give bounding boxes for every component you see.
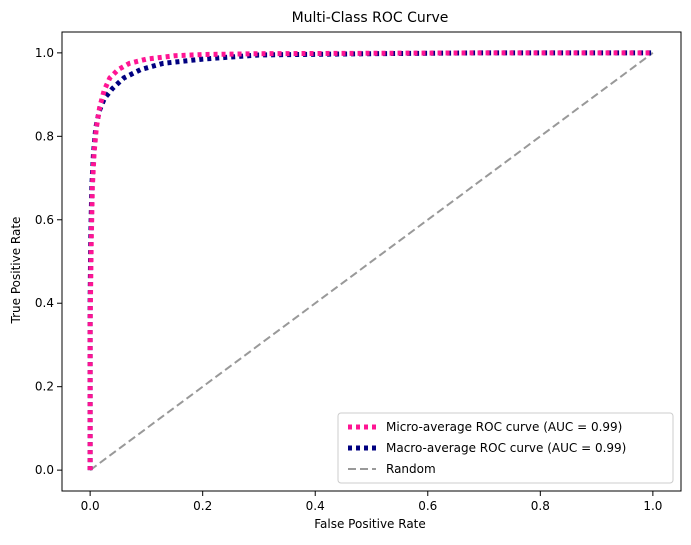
axis-ticks: 0.0 0.2 0.4 0.6 0.8 1.0 0.0 0.2 0.4 0.6 0.8 1.0 bbox=[35, 46, 663, 513]
y-tick-label: 0.6 bbox=[35, 213, 54, 227]
x-tick-label: 0.4 bbox=[306, 499, 325, 513]
x-tick-label: 1.0 bbox=[643, 499, 662, 513]
y-axis-label: True Positive Rate bbox=[9, 217, 23, 325]
plot-area bbox=[87, 50, 654, 471]
legend-label: Random bbox=[386, 462, 436, 476]
y-tick-label: 0.2 bbox=[35, 380, 54, 394]
legend-box bbox=[337, 412, 674, 484]
y-tick-label: 0.8 bbox=[35, 129, 54, 143]
legend-label: Micro-average ROC curve (AUC = 0.99) bbox=[386, 420, 622, 434]
legend: Micro-average ROC curve (AUC = 0.99) Macr… bbox=[337, 412, 674, 484]
x-tick-label: 0.0 bbox=[81, 499, 100, 513]
x-tick-label: 0.8 bbox=[531, 499, 550, 513]
y-tick-label: 1.0 bbox=[35, 46, 54, 60]
y-tick-label: 0.0 bbox=[35, 463, 54, 477]
series-line-micro bbox=[87, 50, 653, 471]
x-tick-label: 0.2 bbox=[193, 499, 212, 513]
legend-label: Macro-average ROC curve (AUC = 0.99) bbox=[386, 441, 626, 455]
x-axis-label: False Positive Rate bbox=[314, 517, 426, 531]
chart-title: Multi-Class ROC Curve bbox=[292, 10, 449, 26]
y-tick-label: 0.4 bbox=[35, 296, 54, 310]
x-tick-label: 0.6 bbox=[418, 499, 437, 513]
plot-frame bbox=[61, 31, 682, 492]
series-line-random bbox=[89, 52, 654, 471]
